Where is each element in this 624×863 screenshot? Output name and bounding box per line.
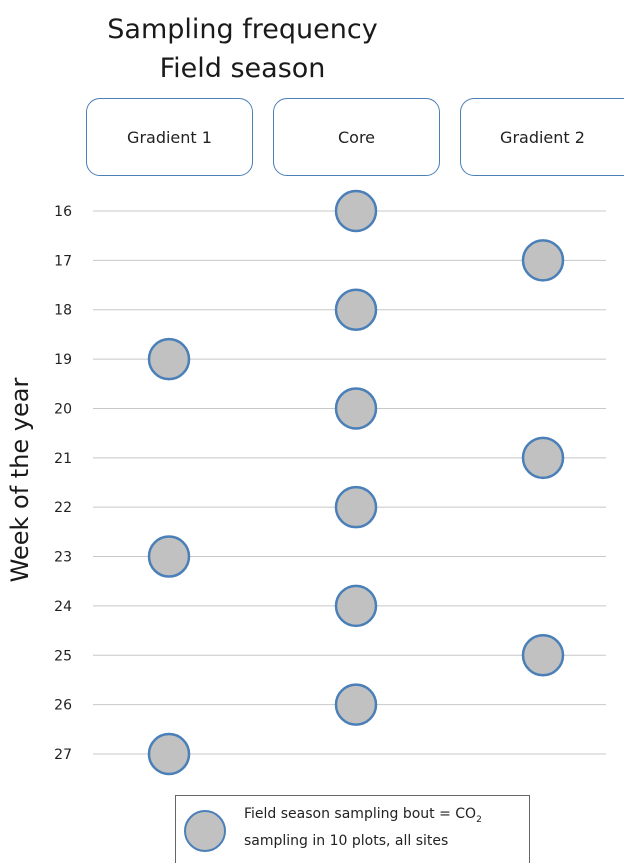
data-point [334,584,378,628]
chart-title-line-2: Field season [159,53,326,84]
legend-subscript: 2 [476,814,482,825]
legend: Field season sampling bout = CO2 samplin… [175,795,530,863]
legend-marker-icon [184,810,226,852]
data-point [521,436,565,480]
sampling-chart: 16 17 18 19 20 21 22 23 24 25 26 27 [54,189,606,776]
y-tick-label: 24 [54,599,72,615]
data-point [147,732,191,776]
legend-line-2: sampling in 10 plots, all sites [244,832,449,849]
data-point [521,634,565,677]
data-point [334,485,378,529]
column-header-core: Core [273,98,440,176]
y-tick-label: 22 [54,500,72,516]
legend-line-1: Field season sampling bout = CO [244,806,477,822]
chart-title-line-1: Sampling frequency [107,14,378,45]
y-tick-label: 23 [54,550,72,566]
data-point [147,337,191,381]
data-point [334,387,378,430]
y-tick-label: 19 [54,352,72,368]
y-tick-label: 17 [54,253,72,269]
column-header-gradient-2: Gradient 2 [460,98,624,176]
legend-text: Field season sampling bout = CO2 samplin… [244,804,482,852]
y-tick-label: 25 [54,648,72,664]
y-tick-label: 20 [54,401,72,417]
data-point [334,288,378,331]
data-point [521,239,565,282]
y-tick-label: 27 [54,747,72,763]
data-point [334,189,378,233]
y-tick-label: 21 [54,451,72,467]
y-tick-label: 18 [54,303,72,319]
data-point [147,535,191,578]
data-point [334,683,378,726]
y-tick-label: 16 [54,204,72,220]
y-tick-label: 26 [54,698,72,714]
column-header-gradient-1: Gradient 1 [86,98,253,176]
